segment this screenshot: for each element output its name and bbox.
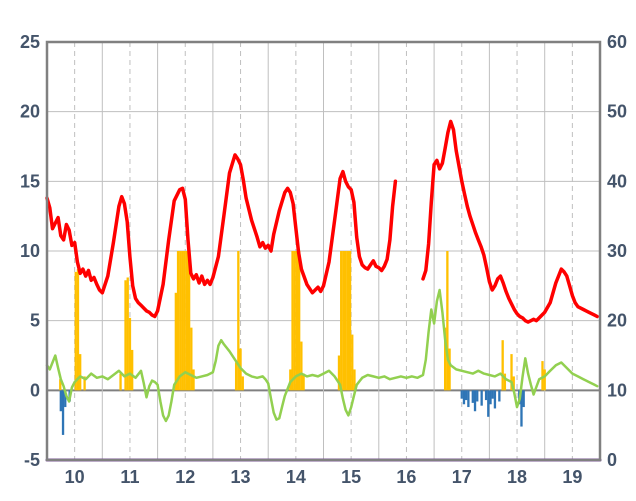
left-axis-tick: 5 bbox=[30, 311, 40, 331]
left-axis-tick: 15 bbox=[20, 171, 40, 191]
x-axis-tick: 13 bbox=[231, 467, 251, 487]
left-axis-tick: 0 bbox=[30, 380, 40, 400]
left-axis-tick: 25 bbox=[20, 32, 40, 52]
left-axis-tick: 10 bbox=[20, 241, 40, 261]
x-axis-tick: 16 bbox=[396, 467, 416, 487]
x-axis-tick: 17 bbox=[452, 467, 472, 487]
right-axis-tick: 60 bbox=[607, 32, 627, 52]
right-axis-tick: 50 bbox=[607, 102, 627, 122]
right-axis-tick: 10 bbox=[607, 380, 627, 400]
x-axis-tick: 18 bbox=[507, 467, 527, 487]
x-axis-tick: 10 bbox=[65, 467, 85, 487]
left-axis-tick: 20 bbox=[20, 102, 40, 122]
x-axis-tick: 14 bbox=[286, 467, 306, 487]
left-axis-tick: -5 bbox=[24, 450, 40, 470]
right-axis-tick: 0 bbox=[607, 450, 617, 470]
right-axis-tick: 30 bbox=[607, 241, 627, 261]
right-axis-tick: 20 bbox=[607, 311, 627, 331]
x-axis-tick: 12 bbox=[175, 467, 195, 487]
x-axis-tick: 19 bbox=[562, 467, 582, 487]
right-axis-tick: 40 bbox=[607, 171, 627, 191]
x-axis-tick: 11 bbox=[120, 467, 139, 487]
x-axis-tick: 15 bbox=[341, 467, 361, 487]
